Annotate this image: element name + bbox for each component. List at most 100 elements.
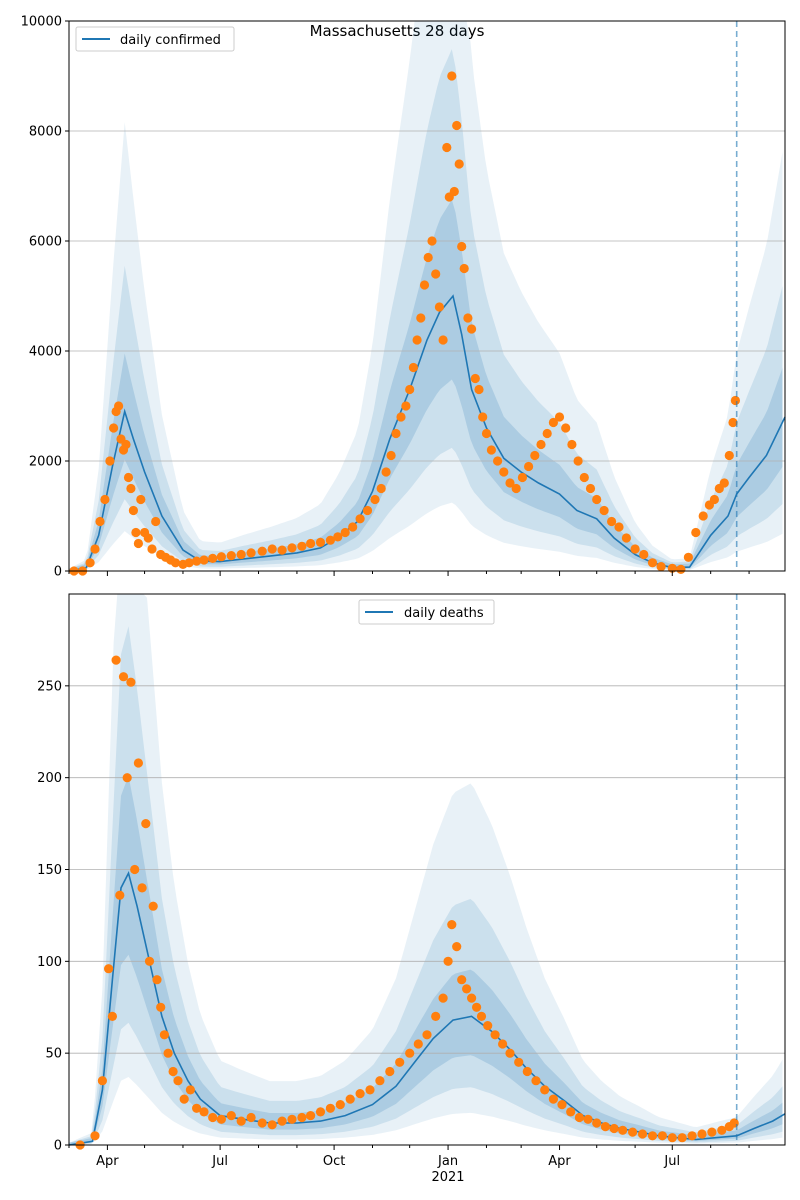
confirmed-y-ticks: 0 2000 4000 6000 8000 10000	[21, 15, 69, 580]
bot-point	[173, 1076, 183, 1086]
top-point	[463, 313, 473, 323]
top-point	[592, 494, 602, 505]
bot-point	[168, 1066, 178, 1077]
top-point	[208, 553, 218, 564]
top-point	[530, 450, 540, 461]
bot-point	[457, 975, 467, 985]
top-point	[505, 478, 515, 488]
top-point	[724, 450, 734, 461]
top-point	[370, 494, 380, 505]
top-point	[499, 467, 509, 477]
top-point	[548, 417, 559, 428]
top-point	[340, 527, 350, 538]
bot-point	[179, 1094, 189, 1104]
top-point	[226, 551, 236, 561]
top-point	[121, 439, 131, 450]
top-point	[474, 384, 484, 395]
deaths-legend: daily deaths	[358, 599, 495, 625]
bot-point	[447, 920, 457, 930]
bot-point	[531, 1076, 541, 1086]
bot-point	[438, 993, 448, 1003]
top-point	[493, 456, 503, 466]
y-tick-label: 4000	[29, 345, 62, 360]
top-point	[524, 461, 534, 472]
bot-point	[717, 1125, 727, 1135]
bot-point	[557, 1100, 567, 1110]
top-point	[143, 533, 153, 543]
bot-point	[199, 1107, 209, 1117]
top-point	[542, 428, 552, 439]
y-tick-label: 100	[37, 955, 62, 970]
top-point	[114, 401, 124, 411]
top-point	[405, 384, 415, 395]
top-point	[376, 483, 386, 494]
bot-point	[413, 1039, 423, 1049]
bot-point	[335, 1100, 345, 1110]
top-point	[647, 558, 658, 568]
bot-band-1	[69, 626, 783, 1145]
top-point	[246, 548, 256, 558]
bot-point	[216, 1114, 226, 1124]
bot-point	[505, 1048, 515, 1058]
top-point	[676, 564, 686, 575]
confirmed-x-ticks	[68, 571, 750, 576]
top-point	[536, 439, 546, 450]
top-band-0	[69, 21, 783, 571]
confirmed-uncertainty-bands	[69, 21, 783, 572]
bot-point	[236, 1116, 246, 1126]
top-point	[236, 549, 246, 560]
top-point	[184, 558, 194, 568]
top-point	[517, 472, 528, 483]
top-point	[457, 241, 467, 252]
bot-point	[107, 1011, 117, 1022]
top-point	[698, 511, 708, 521]
bot-point	[405, 1048, 415, 1058]
bot-point	[185, 1085, 195, 1095]
bot-point	[133, 758, 143, 768]
bot-point	[618, 1125, 628, 1135]
top-point	[454, 159, 464, 169]
top-point	[427, 236, 437, 246]
bot-point	[325, 1103, 335, 1113]
bot-point	[208, 1112, 218, 1123]
bot-point	[443, 956, 453, 966]
top-point	[136, 494, 146, 505]
y-tick-label: 200	[37, 771, 62, 786]
deaths-legend-label: daily deaths	[404, 606, 484, 621]
top-point	[315, 537, 326, 548]
x-tick-label: Jul	[211, 1154, 228, 1169]
bot-point	[697, 1129, 707, 1139]
bot-point	[385, 1066, 395, 1077]
bot-point	[267, 1120, 277, 1130]
bot-point	[431, 1011, 441, 1022]
top-point	[170, 558, 181, 568]
top-point	[452, 120, 462, 131]
bot-point	[226, 1111, 236, 1121]
top-point	[683, 552, 694, 562]
bot-point	[192, 1103, 202, 1113]
bot-point	[115, 890, 125, 900]
top-point	[277, 545, 287, 555]
bot-point	[628, 1127, 638, 1137]
top-point	[573, 456, 583, 466]
bot-point	[159, 1030, 169, 1040]
bot-point	[647, 1131, 658, 1141]
bot-band-2	[69, 775, 783, 1145]
top-point	[442, 142, 452, 153]
top-point	[151, 516, 161, 527]
confirmed-legend-box	[75, 26, 235, 52]
bot-point	[126, 677, 136, 687]
figure-title: Massachusetts 28 days	[310, 22, 485, 40]
bot-point	[667, 1133, 677, 1143]
top-point	[348, 522, 358, 532]
bot-point	[141, 819, 151, 829]
x-tick-label: Oct	[323, 1154, 345, 1169]
bot-point	[365, 1085, 375, 1095]
deaths-points	[75, 655, 739, 1150]
top-point	[355, 514, 365, 524]
top-point	[719, 478, 729, 488]
top-point	[95, 516, 105, 527]
bot-point	[540, 1085, 550, 1095]
